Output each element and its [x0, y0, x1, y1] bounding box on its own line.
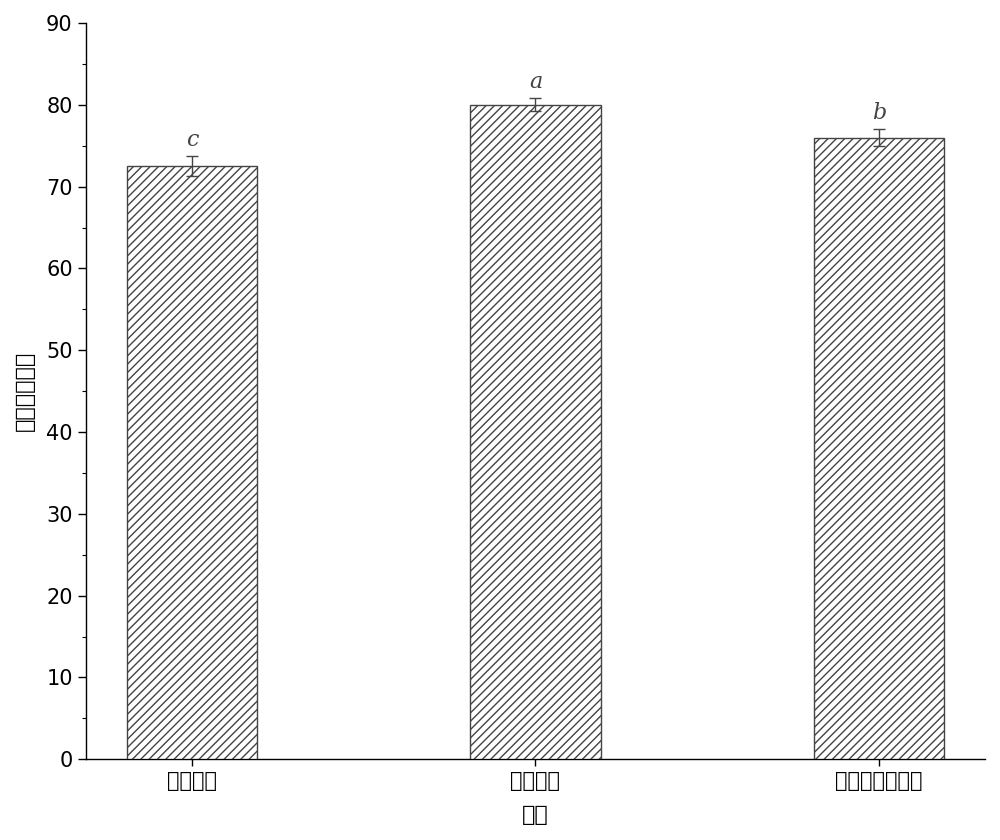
Bar [127, 166, 257, 759]
Bar [814, 138, 944, 759]
X-axis label: 样品: 样品 [522, 805, 549, 825]
Bar [470, 105, 601, 759]
Text: a: a [529, 71, 542, 93]
Y-axis label: 感官评分／分: 感官评分／分 [15, 351, 35, 431]
Text: c: c [186, 129, 198, 151]
Text: b: b [872, 102, 886, 124]
